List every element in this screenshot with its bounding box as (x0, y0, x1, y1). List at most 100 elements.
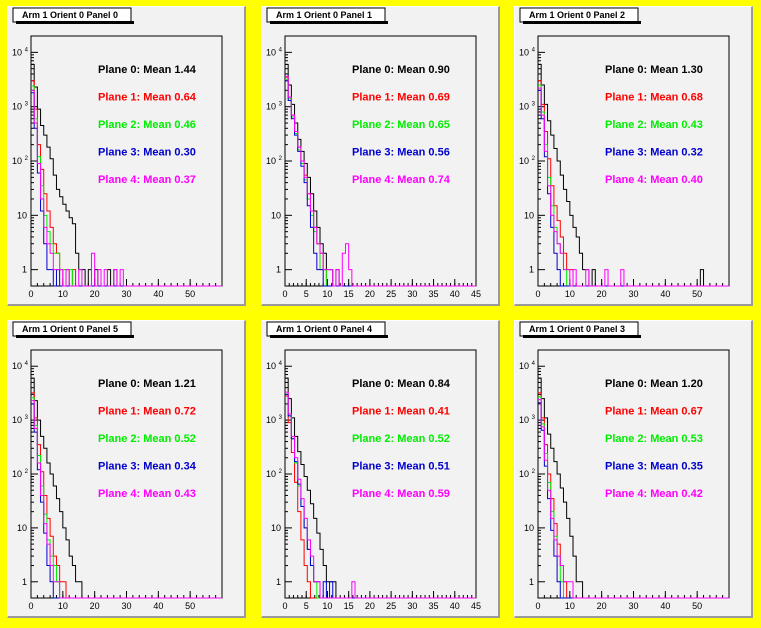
histogram-plane-4 (31, 400, 222, 599)
histogram-plane-4 (285, 75, 476, 287)
panel-title: Arm 1 Orient 0 Panel 5 (12, 321, 134, 338)
y-tick-label: 1 (529, 265, 534, 275)
y-tick-exponent: 3 (279, 415, 283, 421)
legend-plane-2: Plane 2: Mean 0.52 (98, 433, 196, 445)
legend-plane-4: Plane 4: Mean 0.42 (605, 488, 703, 500)
y-tick-label: 10 (12, 469, 22, 479)
x-tick-label: 50 (185, 601, 195, 611)
histogram-plane-4 (31, 89, 222, 287)
x-tick-label: 35 (429, 289, 439, 299)
legend-plane-0: Plane 0: Mean 1.20 (605, 378, 703, 390)
y-tick-label: 10 (524, 523, 534, 533)
y-tick-label: 10 (266, 156, 276, 166)
y-tick-label: 10 (12, 415, 22, 425)
x-tick-label: 30 (407, 289, 417, 299)
legend-plane-2: Plane 2: Mean 0.43 (605, 119, 703, 131)
x-tick-label: 25 (386, 289, 396, 299)
y-tick-exponent: 3 (532, 415, 536, 421)
legend-plane-3: Plane 3: Mean 0.30 (98, 147, 196, 159)
x-tick-label: 20 (365, 601, 375, 611)
legend-plane-2: Plane 2: Mean 0.46 (98, 119, 196, 131)
y-tick-exponent: 3 (532, 102, 536, 108)
panel-title-shadow (270, 21, 388, 24)
histogram-pad-panel-1: Arm 1 Orient 0 Panel 1 0 5 10 15 20 25 30 35 40 45… (261, 6, 500, 306)
histogram-plane-0 (538, 377, 729, 599)
y-tick-label: 10 (266, 469, 276, 479)
panel-title-text: Arm 1 Orient 0 Panel 3 (529, 324, 625, 334)
y-tick-label: 10 (524, 210, 534, 220)
x-tick-label: 30 (628, 289, 638, 299)
histogram-plane-4 (538, 399, 729, 599)
y-tick-label: 1 (276, 577, 281, 587)
y-tick-label: 10 (266, 102, 276, 112)
x-tick-label: 15 (344, 601, 354, 611)
legend-plane-2: Plane 2: Mean 0.52 (352, 433, 450, 445)
x-tick-label: 0 (282, 601, 287, 611)
y-tick-exponent: 3 (279, 102, 283, 108)
legend-plane-4: Plane 4: Mean 0.43 (98, 488, 196, 500)
panel-title-shadow (523, 335, 641, 338)
panel-title: Arm 1 Orient 0 Panel 3 (519, 321, 641, 338)
panel-title-text: Arm 1 Orient 0 Panel 1 (276, 10, 372, 20)
legend-plane-3: Plane 3: Mean 0.35 (605, 461, 703, 473)
y-tick-label: 10 (271, 523, 281, 533)
y-tick-label: 1 (22, 577, 27, 587)
panel-title-text: Arm 1 Orient 0 Panel 0 (22, 10, 118, 20)
x-tick-label: 5 (304, 601, 309, 611)
y-tick-label: 10 (519, 469, 529, 479)
x-tick-label: 0 (28, 601, 33, 611)
histogram-plane-4 (285, 391, 476, 599)
histogram-pad-panel-3: Arm 1 Orient 0 Panel 3 0 10 20 30 40 50 10 4 10 3 1… (514, 320, 753, 618)
legend-plane-1: Plane 1: Mean 0.64 (98, 92, 197, 104)
y-tick-exponent: 2 (25, 469, 29, 475)
y-tick-label: 1 (22, 265, 27, 275)
x-tick-label: 30 (121, 601, 131, 611)
y-tick-exponent: 4 (279, 47, 283, 53)
y-tick-label: 10 (17, 210, 27, 220)
panel-title-shadow (523, 21, 641, 24)
x-tick-label: 10 (565, 601, 575, 611)
x-tick-label: 20 (90, 601, 100, 611)
panel-title: Arm 1 Orient 0 Panel 2 (519, 7, 641, 24)
x-tick-label: 40 (660, 601, 670, 611)
legend-plane-1: Plane 1: Mean 0.67 (605, 406, 703, 418)
y-tick-exponent: 4 (532, 47, 536, 53)
y-tick-exponent: 4 (25, 47, 29, 53)
x-tick-label: 10 (322, 601, 332, 611)
legend-plane-1: Plane 1: Mean 0.69 (352, 92, 450, 104)
histogram-plane-1 (285, 395, 476, 599)
x-tick-label: 20 (597, 289, 607, 299)
histogram-pad-panel-0: Arm 1 Orient 0 Panel 0 0 10 20 30 40 50 10 4 10 3 1… (7, 6, 246, 306)
x-tick-label: 45 (471, 289, 481, 299)
x-tick-label: 0 (28, 289, 33, 299)
y-tick-label: 10 (266, 361, 276, 371)
histogram-plane-0 (285, 377, 476, 599)
legend-plane-0: Plane 0: Mean 0.84 (352, 378, 451, 390)
x-tick-label: 50 (692, 601, 702, 611)
x-tick-label: 20 (90, 289, 100, 299)
x-tick-label: 35 (429, 601, 439, 611)
x-tick-label: 40 (153, 601, 163, 611)
x-tick-label: 10 (58, 289, 68, 299)
y-tick-exponent: 4 (532, 361, 536, 367)
y-tick-label: 10 (519, 102, 529, 112)
x-tick-label: 30 (121, 289, 131, 299)
y-tick-exponent: 3 (25, 102, 29, 108)
y-tick-exponent: 4 (279, 361, 283, 367)
y-tick-label: 10 (12, 47, 22, 57)
histogram-plane-2 (538, 396, 729, 599)
y-tick-exponent: 2 (279, 156, 283, 162)
x-tick-label: 20 (597, 601, 607, 611)
histogram-pad-panel-2: Arm 1 Orient 0 Panel 2 0 10 20 30 40 50 10 4 10 3 1… (514, 6, 753, 306)
legend-plane-4: Plane 4: Mean 0.59 (352, 488, 450, 500)
y-tick-label: 10 (12, 361, 22, 371)
histogram-plane-4 (538, 87, 729, 287)
legend-plane-2: Plane 2: Mean 0.53 (605, 433, 703, 445)
x-tick-label: 30 (628, 601, 638, 611)
x-tick-label: 40 (450, 289, 460, 299)
panel-title-text: Arm 1 Orient 0 Panel 4 (276, 324, 372, 334)
y-tick-exponent: 2 (532, 156, 536, 162)
y-tick-label: 10 (519, 361, 529, 371)
legend-plane-0: Plane 0: Mean 1.21 (98, 378, 196, 390)
legend-plane-0: Plane 0: Mean 1.30 (605, 64, 703, 76)
